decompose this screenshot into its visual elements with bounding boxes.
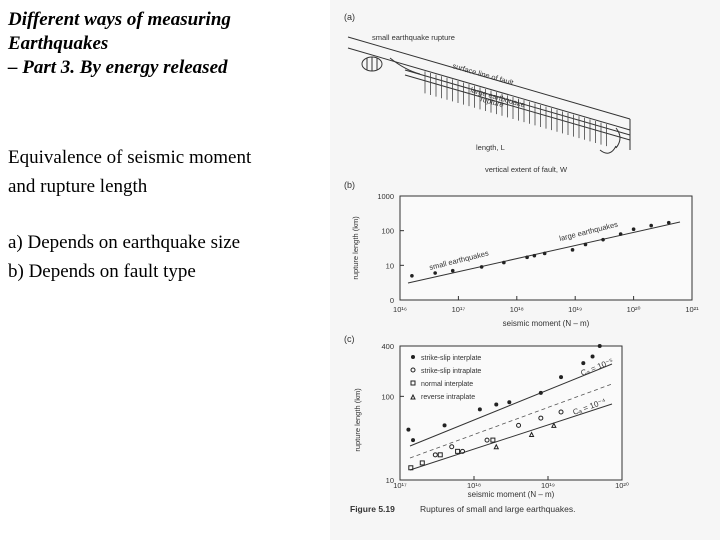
- panel-a-label: (a): [344, 12, 355, 22]
- panel-b-xtick-label: 10²⁰: [627, 305, 641, 314]
- panel-c-xtick-label: 10²⁰: [615, 481, 629, 490]
- panel-b-xtick-label: 10¹⁹: [568, 305, 582, 314]
- panel-c-point-strike-slip-interplate: [507, 400, 512, 405]
- panel-c-point-reverse-intraplate: [551, 422, 557, 428]
- panel-b-point: [532, 253, 537, 258]
- panel-b-point: [450, 268, 455, 273]
- panel-b-xtick-label: 10¹⁸: [510, 305, 524, 314]
- panel-c-dashed-line: [409, 383, 613, 459]
- panel-c-ylabel: rupture length (km): [353, 388, 362, 452]
- panel-c-xlabel: seismic moment (N – m): [468, 490, 555, 499]
- panel-b-point: [502, 260, 506, 265]
- panel-c-legend: strike-slip interplate strike-slip intra…: [410, 355, 481, 401]
- legend-marker-square: [410, 380, 416, 386]
- panel-c-xtick-label: 10¹⁷: [393, 481, 407, 490]
- paragraph-line: a) Depends on earthquake size: [8, 232, 241, 253]
- figure-svg: (a) small earthquake rupture surface lin…: [344, 12, 699, 514]
- panel-c-point-strike-slip-intraplate: [558, 409, 564, 415]
- panel-c-point-strike-slip-intraplate: [449, 444, 455, 450]
- legend-marker-open-circle: [410, 367, 416, 373]
- panel-c-ytick-label: 100: [381, 392, 394, 401]
- panel-c-point-normal-interplate: [408, 465, 414, 471]
- panel-b-xtick-label: 10¹⁷: [452, 305, 466, 314]
- panel-c-point-strike-slip-interplate: [581, 361, 586, 366]
- panel-c-point-normal-interplate: [419, 460, 425, 466]
- panel-b-point: [433, 271, 437, 275]
- panel-c-point-normal-interplate: [455, 448, 461, 454]
- slide-title: Different ways of measuring Earthquakes …: [8, 8, 328, 80]
- panel-c-point-strike-slip-interplate: [442, 423, 447, 428]
- panel-b-xtick-label: 10²¹: [685, 305, 699, 314]
- panel-c-upper-line: [409, 363, 613, 447]
- legend-entry: strike-slip interplate: [421, 355, 481, 362]
- panel-b-point: [618, 232, 623, 236]
- panel-c-label: (c): [344, 334, 355, 344]
- panel-b-ytick-label: 0: [390, 296, 394, 305]
- fault-block-diagram: [347, 36, 631, 154]
- figure-caption-label: Figure 5.19: [350, 504, 395, 514]
- panel-b-point: [583, 242, 588, 247]
- legend-entry: reverse intraplate: [421, 394, 475, 401]
- panel-c-point-strike-slip-interplate: [590, 354, 595, 359]
- panel-c-lower-line: [409, 403, 613, 471]
- panel-b-ytick-label: 100: [381, 227, 394, 236]
- slide-title-line: Earthquakes: [8, 33, 109, 54]
- panel-c-ytick-label: 10: [386, 476, 394, 485]
- panel-b-ytick-label: 1000: [377, 192, 394, 201]
- panel-c-xtick-label: 10¹⁹: [541, 481, 555, 490]
- panel-b-point: [542, 251, 547, 256]
- figure-scan: (a) small earthquake rupture surface lin…: [330, 0, 720, 540]
- panel-c-point-strike-slip-intraplate: [484, 437, 490, 443]
- panel-c-point-strike-slip-interplate: [597, 344, 602, 348]
- panel-b-point: [570, 248, 575, 252]
- panel-c-point-normal-interplate: [490, 437, 496, 443]
- paragraph-line: b) Depends on fault type: [8, 261, 196, 282]
- panel-c-point-strike-slip-intraplate: [538, 415, 544, 421]
- paragraph-dependencies: a) Depends on earthquake size b) Depends…: [8, 228, 328, 286]
- paragraph-line: and rupture length: [8, 176, 148, 197]
- panel-b-point: [601, 237, 605, 242]
- panel-c-point-strike-slip-interplate: [494, 402, 499, 407]
- paragraph-line: Equivalence of seismic moment: [8, 147, 252, 168]
- panel-b-point: [479, 265, 484, 269]
- panel-c-point-strike-slip-interplate: [411, 438, 416, 443]
- panel-b-frame: [399, 195, 693, 301]
- panel-b-label: (b): [344, 180, 355, 190]
- panel-c-ytick-label: 400: [381, 342, 394, 351]
- vertical-extent-label: vertical extent of fault, W: [485, 165, 568, 174]
- length-label: length, L: [476, 143, 505, 152]
- panel-c-point-strike-slip-intraplate: [516, 422, 522, 428]
- panel-b-ytick-label: 10: [386, 261, 394, 270]
- panel-b-ylabel: rupture length (km): [351, 216, 360, 280]
- panel-c-point-strike-slip-interplate: [477, 407, 482, 412]
- panel-c-point-reverse-intraplate: [528, 431, 535, 437]
- panel-c-point-strike-slip-intraplate: [460, 448, 466, 454]
- panel-c-point-strike-slip-interplate: [538, 390, 543, 395]
- panel-b-point: [410, 273, 414, 278]
- panel-b-point: [525, 255, 529, 260]
- legend-marker-triangle: [410, 393, 416, 400]
- paragraph-moment: Equivalence of seismic moment and ruptur…: [8, 143, 328, 201]
- slide-title-line: Different ways of measuring: [8, 9, 231, 30]
- panel-c-xtick-label: 10¹⁸: [467, 481, 481, 490]
- panel-b-xtick-label: 10¹⁶: [393, 305, 407, 314]
- panel-c-point-strike-slip-interplate: [559, 375, 564, 380]
- legend-marker-filled-circle: [411, 355, 415, 359]
- surface-line-label: surface line of fault: [451, 61, 515, 87]
- panel-b-point: [666, 220, 671, 225]
- panel-b-xlabel: seismic moment (N – m): [503, 319, 590, 328]
- panel-c-point-reverse-intraplate: [493, 443, 500, 450]
- small-rupture-label: small earthquake rupture: [372, 33, 455, 42]
- panel-b-point: [649, 223, 653, 228]
- panel-c-point-strike-slip-interplate: [406, 427, 411, 432]
- panel-c-point-normal-interplate: [437, 452, 443, 458]
- legend-entry: strike-slip intraplate: [421, 368, 481, 375]
- figure-caption-text: Ruptures of small and large earthquakes.: [420, 504, 575, 514]
- panel-b-point: [631, 227, 636, 232]
- panel-c-point-strike-slip-intraplate: [432, 452, 438, 458]
- slide-title-line: – Part 3. By energy released: [8, 57, 228, 78]
- legend-entry: normal interplate: [421, 381, 473, 388]
